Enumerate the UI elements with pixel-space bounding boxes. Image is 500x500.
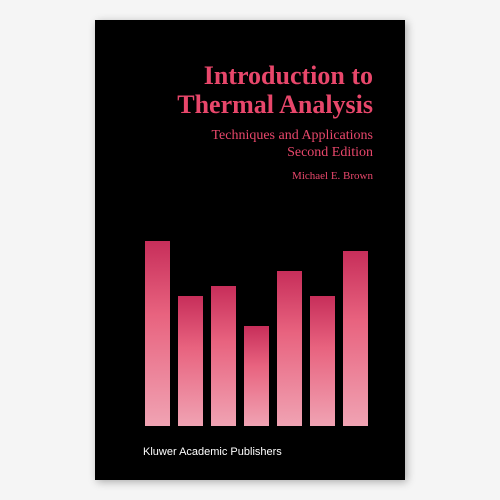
bar-1 — [145, 241, 170, 426]
bar-5 — [277, 271, 302, 426]
title-line-2: Thermal Analysis — [177, 91, 373, 120]
bar-6 — [310, 296, 335, 426]
publisher-name: Kluwer Academic Publishers — [143, 446, 282, 458]
title-block: Introduction to Thermal Analysis — [177, 62, 373, 119]
subtitle-line-1: Techniques and Applications — [211, 128, 373, 145]
cover-bar-chart — [145, 206, 369, 426]
title-line-1: Introduction to — [177, 62, 373, 91]
subtitle-line-2: Second Edition — [211, 145, 373, 162]
bar-3 — [211, 286, 236, 426]
subtitle-block: Techniques and Applications Second Editi… — [211, 128, 373, 162]
bar-7 — [343, 251, 368, 426]
bar-2 — [178, 296, 203, 426]
book-cover: Introduction to Thermal Analysis Techniq… — [95, 20, 405, 480]
author-name: Michael E. Brown — [292, 170, 373, 182]
bar-4 — [244, 326, 269, 426]
